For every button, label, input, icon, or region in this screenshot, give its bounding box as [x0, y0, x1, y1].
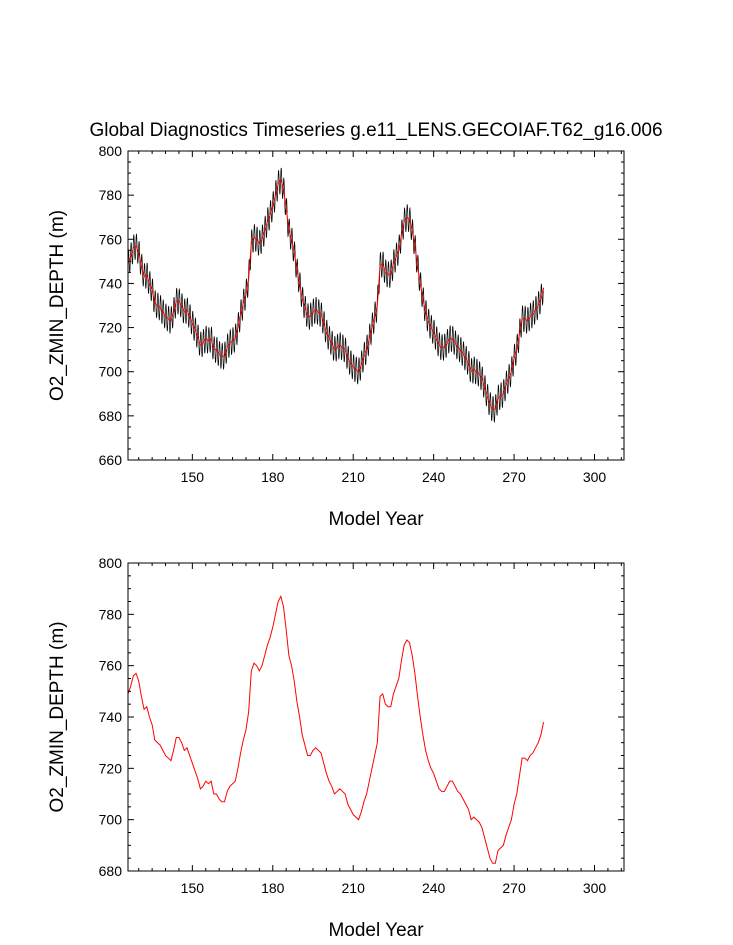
bottom-x-tick-labels: 150 180 210 240 270 300 [181, 880, 607, 896]
y-tick-label: 700 [99, 812, 123, 828]
x-tick-label: 300 [583, 880, 607, 896]
x-tick-label: 150 [181, 880, 205, 896]
x-tick-label: 240 [422, 880, 446, 896]
bottom-panel: 150 180 210 240 270 300 680 700 720 740 760 780 800… [47, 555, 625, 941]
x-tick-label: 210 [342, 880, 366, 896]
top-annual-series [127, 178, 545, 410]
bottom-y-axis-label: O2_ZMIN_DEPTH (m) [47, 621, 68, 812]
y-tick-label: 740 [99, 275, 123, 291]
bottom-plot-frame [127, 562, 625, 872]
top-panel: 150 180 210 240 270 300 660 680 700 720 740 760 780… [47, 143, 625, 530]
monthly-line [127, 167, 544, 423]
bottom-y-tick-labels: 680 700 720 740 760 780 800 [99, 555, 123, 879]
annual-mean-line [127, 178, 545, 410]
y-tick-label: 740 [99, 709, 123, 725]
y-tick-label: 800 [99, 143, 123, 159]
y-tick-label: 780 [99, 606, 123, 622]
top-y-axis-label: O2_ZMIN_DEPTH (m) [47, 210, 68, 401]
x-tick-label: 180 [261, 880, 285, 896]
y-tick-label: 760 [99, 231, 123, 247]
y-tick-label: 680 [99, 408, 123, 424]
x-tick-label: 300 [583, 469, 607, 485]
y-tick-label: 720 [99, 760, 123, 776]
y-tick-label: 780 [99, 187, 123, 203]
x-tick-label: 270 [502, 469, 526, 485]
top-x-axis-label: Model Year [328, 509, 424, 530]
y-tick-label: 720 [99, 320, 123, 336]
top-plot-frame [127, 150, 625, 461]
bottom-x-axis-label: Model Year [328, 920, 424, 941]
top-ticks [128, 150, 624, 461]
y-tick-label: 660 [99, 452, 123, 468]
chart-title: Global Diagnostics Timeseries g.e11_LENS… [89, 120, 662, 141]
top-x-tick-labels: 150 180 210 240 270 300 [181, 469, 607, 485]
bottom-ticks [128, 562, 624, 872]
x-tick-label: 180 [261, 469, 285, 485]
top-monthly-series [127, 167, 544, 423]
x-tick-label: 240 [422, 469, 446, 485]
x-tick-label: 270 [502, 880, 526, 896]
y-tick-label: 680 [99, 863, 123, 879]
y-tick-label: 700 [99, 364, 123, 380]
y-tick-label: 800 [99, 555, 123, 571]
top-y-tick-labels: 660 680 700 720 740 760 780 800 [99, 143, 123, 468]
x-tick-label: 210 [342, 469, 366, 485]
x-tick-label: 150 [181, 469, 205, 485]
y-tick-label: 760 [99, 658, 123, 674]
annual-mean-line [127, 594, 545, 864]
bottom-annual-series [127, 594, 545, 864]
